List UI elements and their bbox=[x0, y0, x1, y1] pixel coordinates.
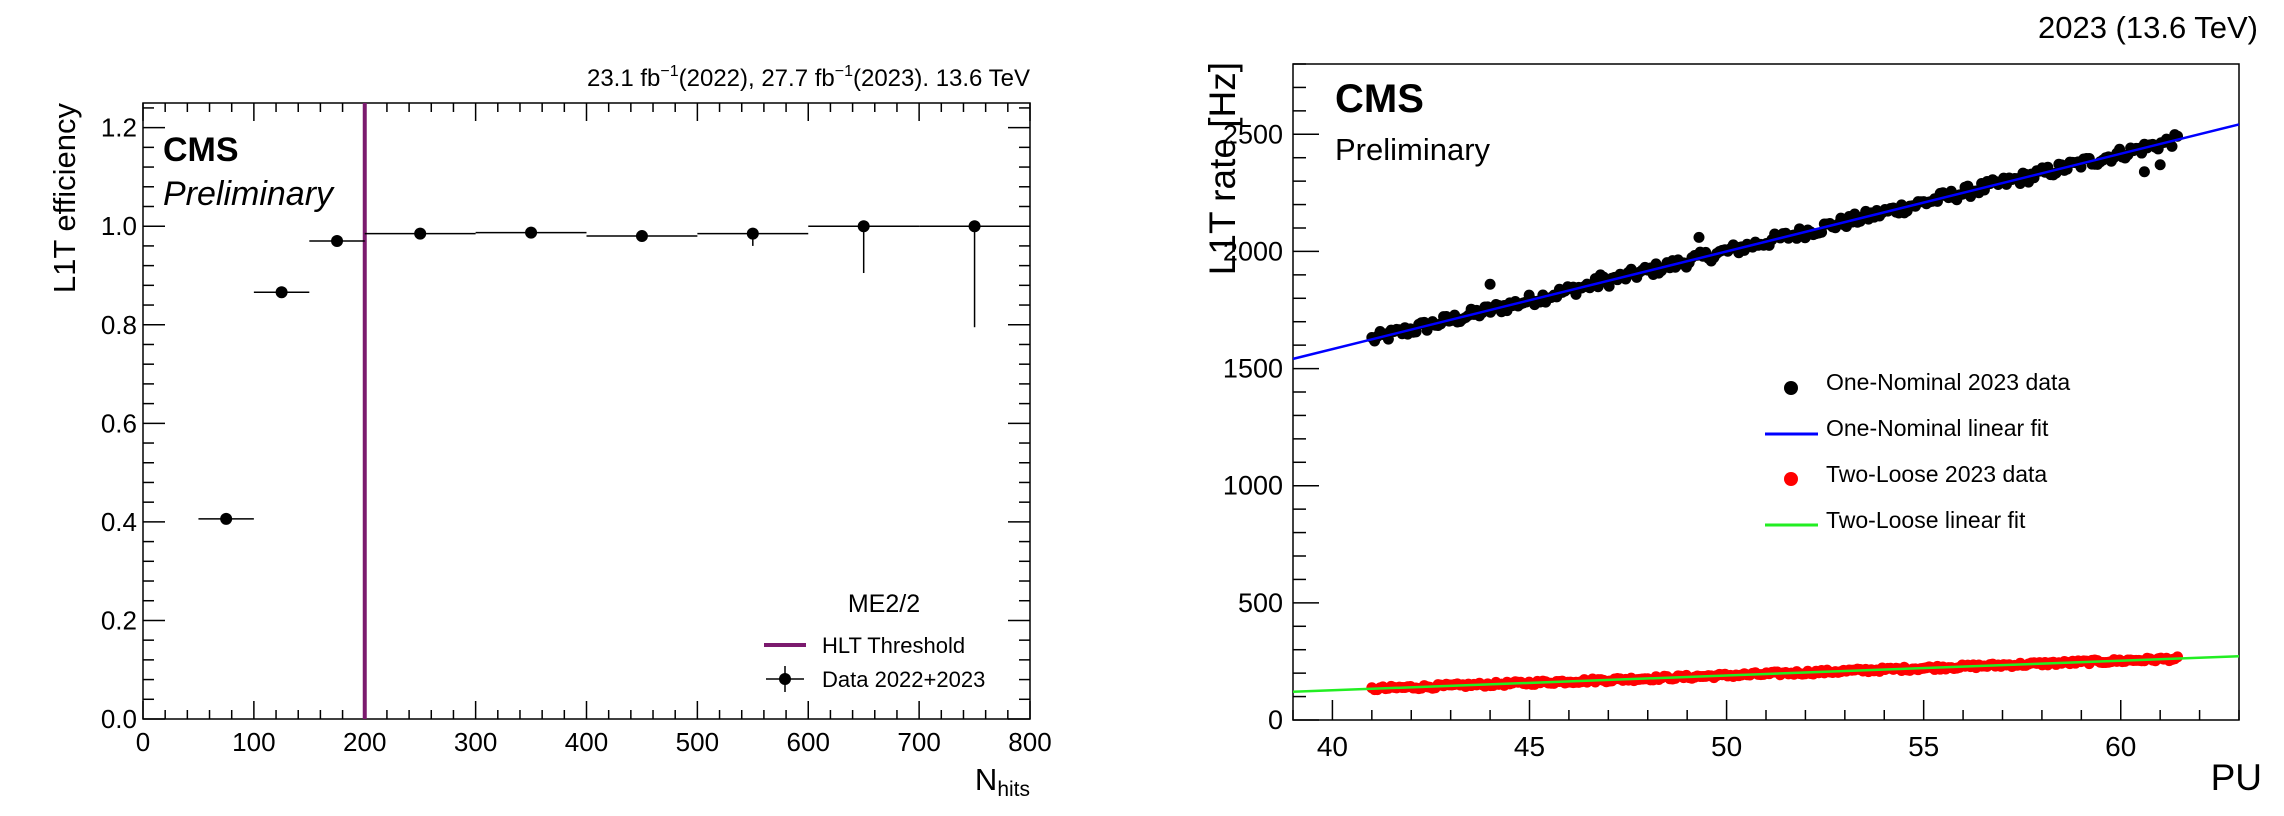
efficiency-x-axis-label: Nhits bbox=[975, 762, 1030, 801]
x-label-main: N bbox=[975, 762, 997, 797]
rate-x-tick-label: 55 bbox=[1908, 731, 1939, 762]
legend-threshold-label: HLT Threshold bbox=[822, 633, 965, 658]
energy-label: 2023 (13.6 TeV) bbox=[2038, 10, 2258, 45]
efficiency-y-axis-label: L1T efficiency bbox=[47, 103, 82, 294]
rate-data-point bbox=[2154, 159, 2166, 171]
efficiency-x-tick-label: 500 bbox=[676, 727, 719, 757]
legend-one-nominal-data: One-Nominal 2023 data bbox=[1826, 369, 2070, 395]
two-loose-data-points bbox=[1366, 651, 2184, 696]
efficiency-data-point bbox=[808, 220, 920, 274]
efficiency-y-tick-label: 1.2 bbox=[101, 113, 137, 143]
efficiency-x-tick-labels: 0 100 200 300 400 500 600 700 800 bbox=[136, 727, 1052, 757]
efficiency-data-point bbox=[586, 230, 698, 243]
rate-y-tick-label: 1000 bbox=[1223, 471, 1283, 501]
rate-data-point bbox=[2172, 651, 2184, 663]
rate-chart: 40 45 50 55 60 0 500 1000 1500 2000 2500 CMS Prel… bbox=[1202, 10, 2262, 798]
efficiency-marker bbox=[220, 512, 233, 525]
rate-y-axis-label: L1T rate [Hz] bbox=[1202, 62, 1243, 275]
efficiency-data-point bbox=[309, 234, 365, 247]
efficiency-data-point bbox=[919, 220, 1030, 328]
efficiency-marker bbox=[414, 227, 427, 240]
efficiency-legend: ME2/2 HLT Threshold Data 2022+2023 bbox=[764, 590, 985, 692]
rate-data-point bbox=[1484, 278, 1496, 290]
efficiency-chart: 0 100 200 300 400 500 600 700 800 0.00.20.40.60.… bbox=[47, 63, 1052, 801]
legend-data-label: Data 2022+2023 bbox=[822, 667, 985, 692]
efficiency-y-tick-label: 0.4 bbox=[101, 507, 137, 537]
efficiency-y-tick-labels: 0.0 0.2 0.4 0.6 0.8 1.0 1.2 bbox=[101, 113, 137, 734]
lumi-exponent-1: −1 bbox=[660, 63, 678, 80]
efficiency-x-tick-label: 800 bbox=[1008, 727, 1051, 757]
one-nominal-fit-line bbox=[1292, 123, 2240, 361]
lumi-suffix: (2023). 13.6 TeV bbox=[853, 65, 1030, 92]
efficiency-y-tick-label: 1.0 bbox=[101, 211, 137, 241]
lumi-prefix: 23.1 fb bbox=[587, 65, 660, 92]
preliminary-label-right: Preliminary bbox=[1335, 132, 1491, 167]
rate-x-axis-label: PU bbox=[2211, 757, 2262, 798]
x-label-subscript: hits bbox=[997, 778, 1030, 801]
efficiency-marker bbox=[331, 234, 344, 247]
rate-x-tick-label: 45 bbox=[1514, 731, 1545, 762]
luminosity-label: 23.1 fb−1(2022), 27.7 fb−1(2023). 13.6 T… bbox=[587, 63, 1030, 92]
cms-label-left: CMS bbox=[163, 131, 239, 169]
efficiency-marker bbox=[525, 226, 538, 239]
rate-y-tick-label: 0 bbox=[1268, 705, 1283, 735]
efficiency-x-tick-label: 600 bbox=[787, 727, 830, 757]
efficiency-marker bbox=[275, 286, 288, 299]
rate-data-point bbox=[1799, 231, 1811, 243]
rate-data-point bbox=[1693, 231, 1705, 243]
legend-data-swatch bbox=[766, 666, 804, 692]
efficiency-x-tick-label: 100 bbox=[232, 727, 275, 757]
rate-y-tick-label: 2000 bbox=[1223, 236, 1283, 266]
legend-two-loose-fit: Two-Loose linear fit bbox=[1826, 507, 2026, 533]
cms-label-right: CMS bbox=[1335, 77, 1424, 121]
rate-data-point bbox=[2166, 140, 2178, 152]
preliminary-label-left: Preliminary bbox=[163, 175, 335, 213]
efficiency-x-tick-label: 200 bbox=[343, 727, 386, 757]
legend-title: ME2/2 bbox=[848, 590, 920, 618]
efficiency-y-tick-label: 0.8 bbox=[101, 310, 137, 340]
rate-legend: One-Nominal 2023 data One-Nominal linear… bbox=[1765, 369, 2070, 533]
rate-x-tick-label: 60 bbox=[2105, 731, 2136, 762]
efficiency-y-tick-label: 0.6 bbox=[101, 408, 137, 438]
two-loose-fit-line bbox=[1292, 655, 2240, 693]
efficiency-y-tick-label: 0.0 bbox=[101, 704, 137, 734]
rate-y-tick-labels: 0 500 1000 1500 2000 2500 bbox=[1223, 119, 1283, 735]
efficiency-data-points bbox=[198, 220, 1030, 525]
efficiency-x-tick-label: 700 bbox=[897, 727, 940, 757]
efficiency-marker bbox=[746, 227, 759, 240]
efficiency-marker bbox=[968, 220, 981, 233]
rate-y-tick-label: 2500 bbox=[1223, 119, 1283, 149]
efficiency-marker bbox=[635, 230, 648, 243]
efficiency-x-tick-label: 300 bbox=[454, 727, 497, 757]
efficiency-data-point bbox=[475, 226, 587, 239]
rate-data-point bbox=[1594, 269, 1606, 281]
efficiency-x-tick-label: 0 bbox=[136, 727, 150, 757]
rate-y-tick-label: 500 bbox=[1238, 588, 1283, 618]
lumi-exponent-2: −1 bbox=[835, 63, 853, 80]
rate-data-point bbox=[2014, 178, 2026, 190]
rate-x-tick-label: 50 bbox=[1711, 731, 1742, 762]
efficiency-y-tick-label: 0.2 bbox=[101, 605, 137, 635]
legend-two-loose-data: Two-Loose 2023 data bbox=[1826, 461, 2047, 487]
legend-two-loose-data-swatch bbox=[1784, 472, 1798, 486]
legend-one-nominal-data-swatch bbox=[1784, 381, 1798, 395]
efficiency-x-tick-label: 400 bbox=[565, 727, 608, 757]
efficiency-marker bbox=[857, 220, 870, 233]
legend-one-nominal-fit: One-Nominal linear fit bbox=[1826, 415, 2049, 441]
efficiency-data-point bbox=[198, 512, 254, 525]
rate-y-tick-label: 1500 bbox=[1223, 354, 1283, 384]
efficiency-data-point bbox=[364, 227, 476, 240]
efficiency-data-point bbox=[697, 227, 809, 246]
rate-x-tick-label: 40 bbox=[1317, 731, 1348, 762]
lumi-mid: (2022), 27.7 fb bbox=[679, 65, 835, 92]
rate-axis-ticks bbox=[1292, 63, 2240, 721]
efficiency-data-point bbox=[253, 286, 310, 299]
rate-data-point bbox=[2138, 166, 2150, 178]
rate-x-tick-labels: 40 45 50 55 60 bbox=[1317, 731, 2136, 762]
